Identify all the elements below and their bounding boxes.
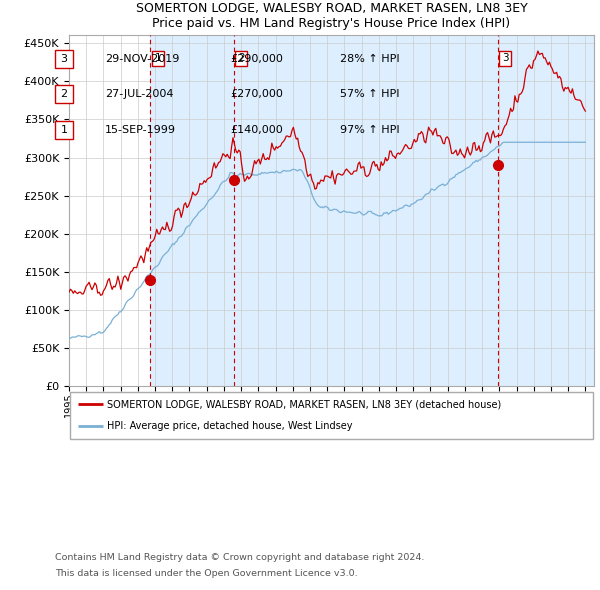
Text: 1: 1	[61, 125, 67, 135]
Text: 29-NOV-2019: 29-NOV-2019	[105, 54, 179, 64]
Text: 97% ↑ HPI: 97% ↑ HPI	[340, 125, 400, 135]
Text: 2: 2	[61, 90, 68, 99]
Text: 3: 3	[61, 54, 67, 64]
Text: £290,000: £290,000	[230, 54, 283, 64]
Text: 3: 3	[502, 53, 509, 63]
Bar	[150, 35, 234, 386]
Bar	[498, 35, 594, 386]
Text: 1: 1	[154, 53, 161, 63]
Text: 15-SEP-1999: 15-SEP-1999	[105, 125, 176, 135]
Text: SOMERTON LODGE, WALESBY ROAD, MARKET RASEN, LN8 3EY (detached house): SOMERTON LODGE, WALESBY ROAD, MARKET RAS…	[107, 399, 501, 409]
Text: 2: 2	[238, 53, 245, 63]
Bar	[234, 35, 498, 386]
Text: £140,000: £140,000	[230, 125, 283, 135]
Text: 28% ↑ HPI: 28% ↑ HPI	[340, 54, 400, 64]
Text: 27-JUL-2004: 27-JUL-2004	[105, 90, 173, 99]
Text: This data is licensed under the Open Government Licence v3.0.: This data is licensed under the Open Gov…	[55, 569, 358, 578]
FancyBboxPatch shape	[55, 50, 73, 68]
Text: £270,000: £270,000	[230, 90, 283, 99]
Text: 57% ↑ HPI: 57% ↑ HPI	[340, 90, 400, 99]
Text: Contains HM Land Registry data © Crown copyright and database right 2024.: Contains HM Land Registry data © Crown c…	[55, 553, 424, 562]
FancyBboxPatch shape	[55, 121, 73, 139]
FancyBboxPatch shape	[55, 86, 73, 103]
FancyBboxPatch shape	[70, 392, 593, 438]
Title: SOMERTON LODGE, WALESBY ROAD, MARKET RASEN, LN8 3EY
Price paid vs. HM Land Regis: SOMERTON LODGE, WALESBY ROAD, MARKET RAS…	[136, 2, 527, 30]
Text: HPI: Average price, detached house, West Lindsey: HPI: Average price, detached house, West…	[107, 421, 352, 431]
